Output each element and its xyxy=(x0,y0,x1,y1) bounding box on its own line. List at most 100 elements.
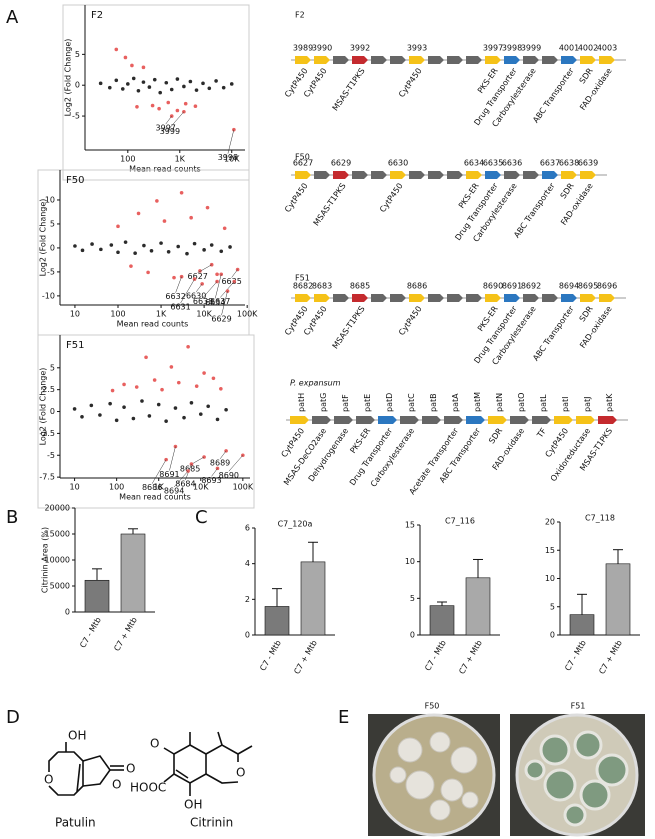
point xyxy=(99,247,103,252)
y-tick-label: 6 xyxy=(245,524,250,533)
x-tick-label: C7 + Mtb xyxy=(292,639,319,676)
atom: O xyxy=(236,766,245,780)
leader-line xyxy=(169,446,176,471)
leader-line xyxy=(231,269,238,278)
x-tick-label: C7 + Mtb xyxy=(112,616,139,653)
gene-id: 3992 xyxy=(350,44,370,53)
gene xyxy=(485,56,501,64)
leader-line xyxy=(221,291,228,316)
y-axis-title: Citrinin Area (%) xyxy=(41,527,50,593)
point xyxy=(123,55,128,60)
y-tick-label: 0 xyxy=(65,608,70,617)
gene-id: 4001 xyxy=(559,44,579,53)
point-label: 3999 xyxy=(160,127,180,136)
y-tick-label: 20000 xyxy=(45,504,70,513)
point xyxy=(202,248,206,252)
x-tick-label: 10K xyxy=(193,483,209,492)
point xyxy=(116,224,120,229)
gene xyxy=(356,416,375,424)
panel-label: B xyxy=(6,507,18,528)
x-axis-title: Mean read counts xyxy=(119,493,191,502)
leader-line xyxy=(173,470,189,488)
y-tick-label: 10 xyxy=(405,557,415,566)
y-tick-label: -5 xyxy=(72,112,80,121)
point xyxy=(136,211,141,216)
point xyxy=(98,81,103,86)
atom: O xyxy=(150,737,159,751)
gene xyxy=(422,416,441,424)
point xyxy=(109,243,114,247)
point xyxy=(147,414,152,418)
point-label: 6637 xyxy=(210,297,230,306)
point xyxy=(147,85,152,89)
x-tick-label: 100 xyxy=(120,155,135,164)
gene xyxy=(447,294,463,302)
point xyxy=(129,264,133,268)
leader-line xyxy=(165,115,172,125)
colonies xyxy=(389,731,479,821)
point xyxy=(201,81,205,86)
point xyxy=(219,249,224,254)
point xyxy=(172,275,176,280)
gene xyxy=(378,416,397,424)
point-label: 6627 xyxy=(188,272,208,281)
y-tick-label: 15 xyxy=(545,546,555,555)
gene xyxy=(409,171,425,179)
gene-id: patL xyxy=(539,394,548,412)
point xyxy=(120,87,125,91)
bond xyxy=(82,755,111,787)
gene xyxy=(554,416,573,424)
point-label: 6630 xyxy=(186,291,206,300)
atom: O xyxy=(112,778,121,792)
gene-function: Dehydrogenase xyxy=(307,426,351,483)
gene-function: ABC Transporter xyxy=(512,181,557,240)
point xyxy=(141,65,146,70)
gene-function: ABC Transporter xyxy=(438,426,483,485)
gene-id: patG xyxy=(319,393,328,412)
point xyxy=(224,407,228,412)
gene xyxy=(466,56,482,64)
gene-id: patI xyxy=(561,397,570,412)
point xyxy=(131,76,136,81)
y-tick-label: 5 xyxy=(410,594,415,603)
gene-function: Oxidoreductase xyxy=(549,426,593,483)
gene xyxy=(542,294,558,302)
point xyxy=(89,403,94,408)
point xyxy=(176,380,181,385)
photo-label: F50 xyxy=(425,702,440,711)
gene xyxy=(352,171,368,179)
bond xyxy=(173,744,207,784)
bond xyxy=(163,773,175,783)
gene-id: patK xyxy=(605,393,614,412)
gene xyxy=(532,416,551,424)
gene xyxy=(542,171,558,179)
point xyxy=(221,85,226,90)
atom: OH xyxy=(68,729,86,743)
x-axis-title: Mean read counts xyxy=(117,320,189,329)
x-tick-label: 10 xyxy=(70,310,80,319)
point-label: 6629 xyxy=(211,315,231,324)
gene-id: patM xyxy=(473,392,482,412)
gene xyxy=(333,56,349,64)
chart-title: F2 xyxy=(91,10,103,21)
gene xyxy=(295,294,311,302)
gene-id: 8686 xyxy=(407,282,427,291)
gene xyxy=(447,56,463,64)
gene-id: 6634 xyxy=(464,159,484,168)
point-label: 8690 xyxy=(219,471,239,480)
leader-line xyxy=(175,276,182,293)
gene xyxy=(523,294,539,302)
y-tick-label: 2.5 xyxy=(42,385,55,394)
gene-function: TF xyxy=(535,426,549,440)
atom: O xyxy=(126,762,135,776)
y-tick-label: 5000 xyxy=(50,582,70,591)
photo xyxy=(368,713,500,837)
gene xyxy=(295,56,311,64)
panel-label: A xyxy=(6,7,19,28)
point xyxy=(175,77,180,81)
gene-id: patN xyxy=(495,393,504,412)
gene xyxy=(523,56,539,64)
point xyxy=(134,385,139,389)
y-axis-title: Log2 (Fold Change) xyxy=(39,199,48,277)
